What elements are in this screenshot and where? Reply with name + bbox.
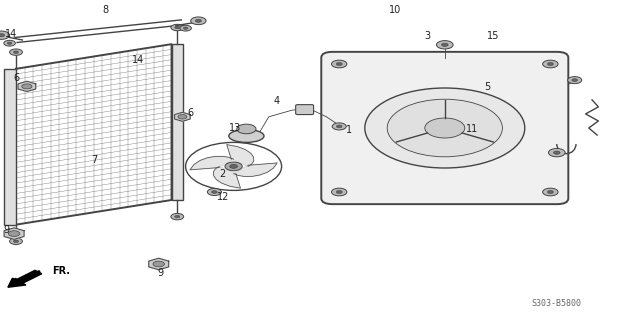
Circle shape	[568, 76, 582, 84]
Circle shape	[225, 162, 243, 171]
Circle shape	[183, 27, 188, 29]
Circle shape	[13, 240, 19, 243]
Text: 6: 6	[13, 73, 19, 84]
Circle shape	[153, 261, 164, 267]
Text: 10: 10	[389, 5, 402, 15]
Polygon shape	[190, 156, 234, 170]
Circle shape	[207, 188, 221, 196]
Circle shape	[195, 19, 202, 22]
Text: 14: 14	[131, 55, 144, 65]
Text: 2: 2	[220, 169, 226, 180]
Polygon shape	[227, 145, 254, 166]
Circle shape	[365, 88, 525, 168]
Circle shape	[10, 49, 22, 55]
Text: 13: 13	[229, 123, 242, 133]
Text: 4: 4	[273, 96, 280, 106]
Polygon shape	[213, 166, 241, 188]
FancyBboxPatch shape	[4, 69, 16, 225]
FancyBboxPatch shape	[172, 44, 183, 200]
Circle shape	[22, 84, 32, 89]
Circle shape	[336, 62, 342, 66]
Text: 12: 12	[216, 192, 229, 202]
FancyBboxPatch shape	[296, 105, 314, 115]
Circle shape	[332, 188, 347, 196]
Circle shape	[572, 79, 577, 82]
Circle shape	[13, 51, 19, 53]
Text: 3: 3	[424, 31, 431, 41]
Polygon shape	[234, 163, 277, 177]
Circle shape	[171, 24, 184, 31]
Text: 1: 1	[346, 124, 352, 135]
Polygon shape	[4, 228, 24, 239]
Circle shape	[180, 25, 191, 31]
Circle shape	[178, 115, 187, 119]
Polygon shape	[148, 258, 169, 270]
Text: 14: 14	[5, 28, 18, 39]
Circle shape	[237, 124, 256, 134]
Circle shape	[436, 41, 453, 49]
Circle shape	[554, 151, 560, 154]
Circle shape	[425, 118, 465, 138]
Circle shape	[212, 191, 217, 193]
Circle shape	[0, 34, 4, 37]
Circle shape	[230, 164, 237, 168]
Circle shape	[4, 40, 15, 46]
Text: FR.: FR.	[52, 266, 70, 276]
Circle shape	[175, 215, 180, 218]
Circle shape	[543, 60, 558, 68]
Text: 15: 15	[486, 31, 499, 41]
Circle shape	[7, 42, 12, 44]
Polygon shape	[175, 112, 190, 121]
Text: 9: 9	[157, 268, 163, 278]
Text: 6: 6	[188, 108, 194, 118]
Circle shape	[332, 60, 347, 68]
Circle shape	[387, 99, 502, 157]
Circle shape	[171, 213, 184, 220]
FancyBboxPatch shape	[321, 52, 568, 204]
Circle shape	[442, 43, 448, 46]
Circle shape	[543, 188, 558, 196]
Circle shape	[332, 123, 346, 130]
Circle shape	[175, 26, 180, 29]
Ellipse shape	[229, 130, 264, 142]
Text: 5: 5	[484, 82, 491, 92]
Text: 7: 7	[92, 155, 98, 165]
Circle shape	[191, 17, 206, 25]
Circle shape	[336, 190, 342, 194]
Circle shape	[337, 125, 342, 128]
Circle shape	[0, 31, 10, 39]
Circle shape	[8, 231, 20, 236]
Circle shape	[10, 238, 22, 244]
Text: 9: 9	[3, 225, 10, 236]
Text: 8: 8	[102, 4, 109, 15]
Circle shape	[547, 62, 554, 66]
Circle shape	[547, 190, 554, 194]
Text: 11: 11	[466, 124, 479, 134]
Polygon shape	[18, 81, 36, 92]
Circle shape	[548, 148, 565, 157]
FancyArrow shape	[8, 270, 42, 287]
Text: S303-B5800: S303-B5800	[532, 300, 582, 308]
